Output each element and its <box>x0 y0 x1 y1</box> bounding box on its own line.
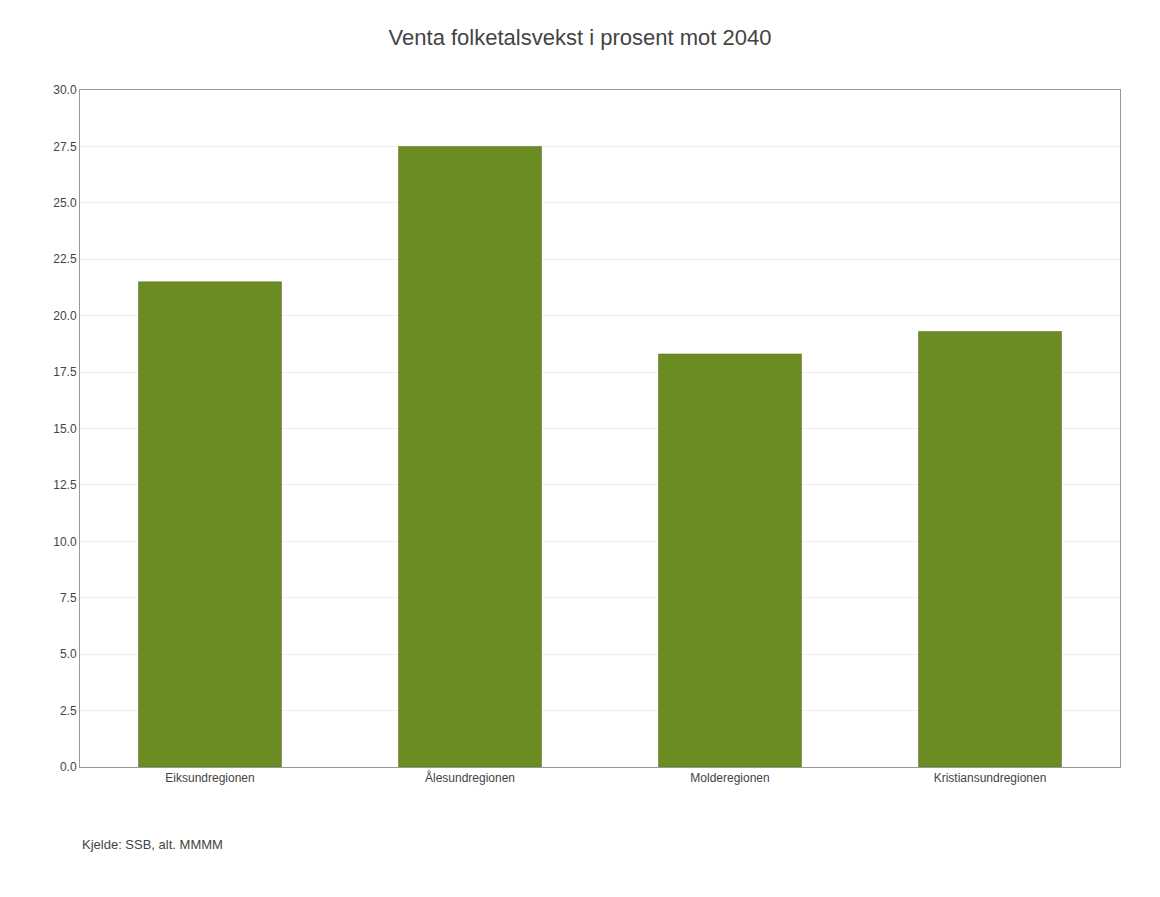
svg-text:7.5: 7.5 <box>60 591 77 605</box>
svg-text:15.0: 15.0 <box>53 422 77 436</box>
svg-text:22.5: 22.5 <box>53 252 77 266</box>
svg-text:25.0: 25.0 <box>53 196 77 210</box>
svg-text:17.5: 17.5 <box>53 365 77 379</box>
svg-text:Kjelde: SSB, alt. MMMM: Kjelde: SSB, alt. MMMM <box>82 837 223 852</box>
svg-text:Eiksundregionen: Eiksundregionen <box>165 771 254 785</box>
svg-text:5.0: 5.0 <box>60 647 77 661</box>
svg-text:27.5: 27.5 <box>53 140 77 154</box>
svg-text:0.0: 0.0 <box>60 760 77 774</box>
svg-text:Venta folketalsvekst i prosent: Venta folketalsvekst i prosent mot 2040 <box>389 25 772 50</box>
svg-text:Kristiansundregionen: Kristiansundregionen <box>934 771 1047 785</box>
svg-text:30.0: 30.0 <box>53 83 77 97</box>
svg-text:20.0: 20.0 <box>53 309 77 323</box>
svg-text:12.5: 12.5 <box>53 478 77 492</box>
svg-text:2.5: 2.5 <box>60 704 77 718</box>
svg-text:10.0: 10.0 <box>53 535 77 549</box>
svg-text:Ålesundregionen: Ålesundregionen <box>425 770 515 785</box>
svg-text:Molderegionen: Molderegionen <box>690 771 769 785</box>
